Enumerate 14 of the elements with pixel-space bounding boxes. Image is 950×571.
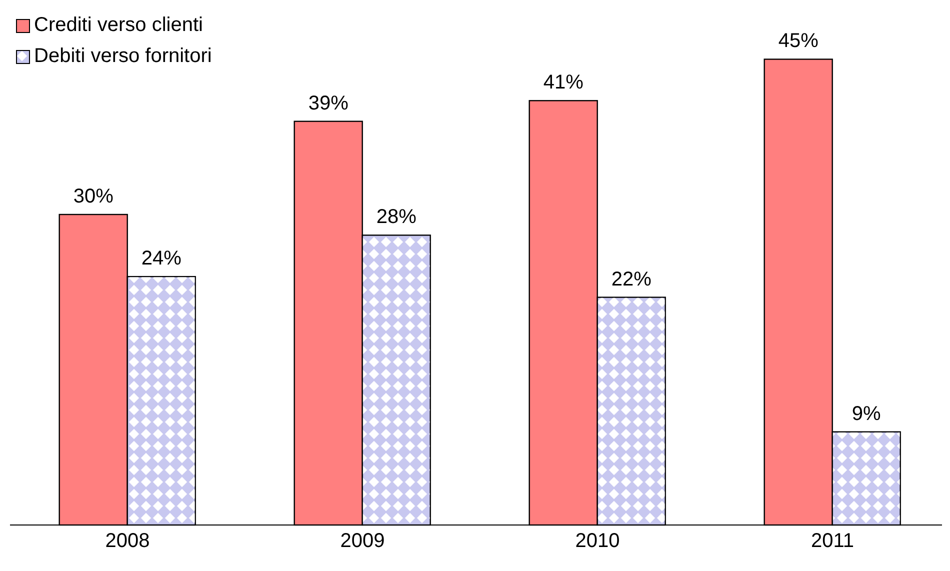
x-tick-label: 2011	[810, 530, 854, 552]
x-tick-label: 2009	[340, 530, 385, 552]
data-label: 22%	[611, 268, 652, 290]
legend-label: Debiti verso fornitori	[34, 44, 212, 69]
data-label: 28%	[376, 206, 417, 228]
data-label: 9%	[852, 402, 882, 425]
data-label: 24%	[141, 248, 182, 270]
x-tick-label: 2010	[575, 530, 620, 552]
data-label: 41%	[543, 72, 584, 94]
data-label: 39%	[308, 92, 349, 114]
x-tick-label: 2008	[105, 530, 150, 552]
data-label: 45%	[778, 30, 819, 52]
data-label: 30%	[73, 185, 114, 208]
legend-label: Crediti verso clienti	[34, 13, 203, 38]
